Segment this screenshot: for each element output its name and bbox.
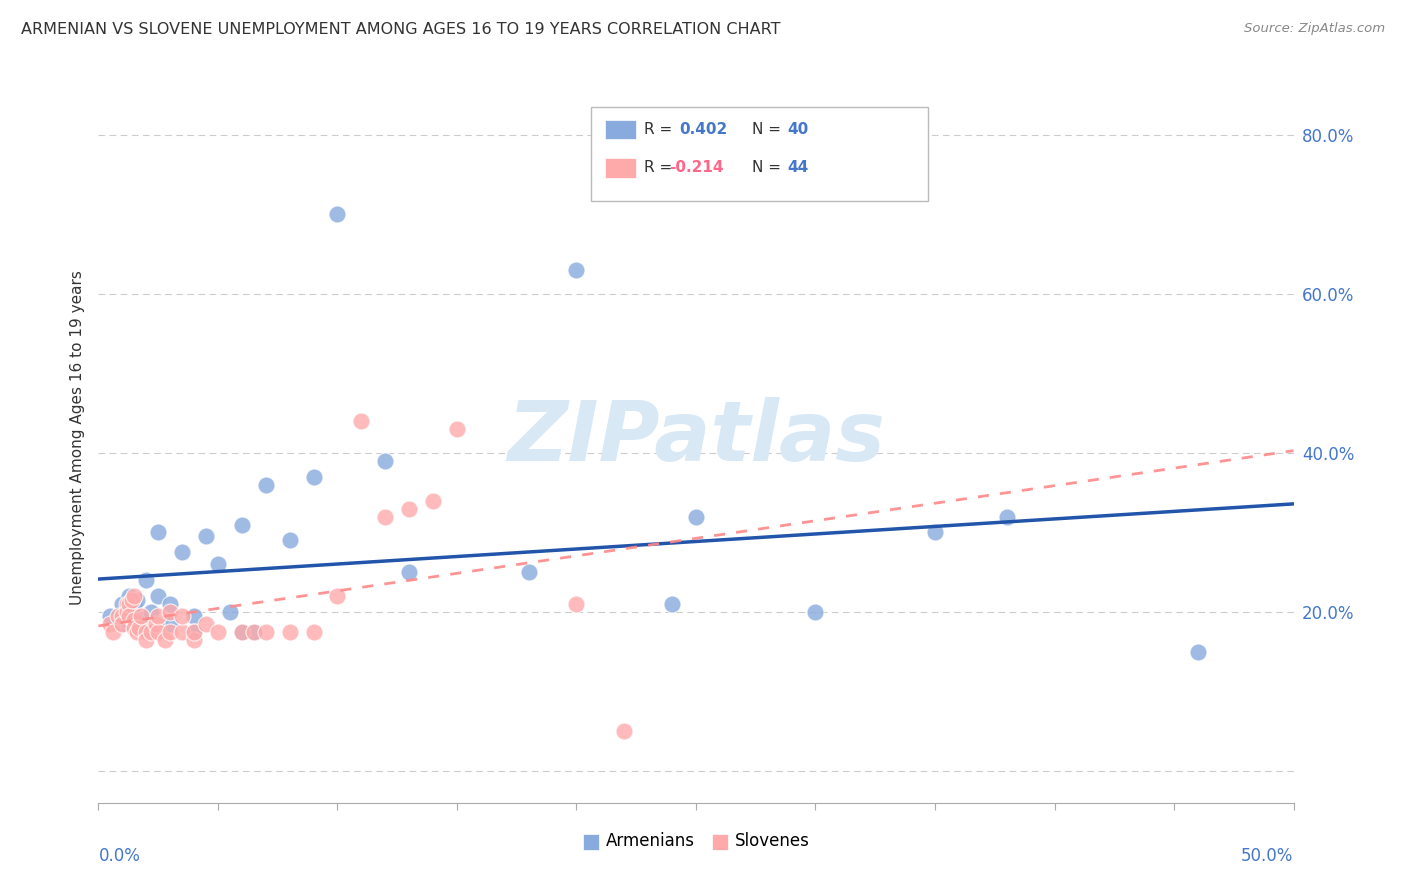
Point [661, 597, 683, 611]
Legend: Armenians, Slovenes: Armenians, Slovenes [575, 825, 817, 856]
Text: N =: N = [752, 161, 786, 175]
Point [131, 609, 153, 624]
Point [118, 597, 141, 611]
Point [131, 613, 153, 627]
Point [125, 593, 148, 607]
Point [398, 501, 420, 516]
Point [219, 605, 242, 619]
Point [231, 624, 253, 639]
Point [124, 589, 146, 603]
Point [159, 616, 181, 631]
Point [159, 597, 181, 611]
Point [135, 624, 157, 639]
Point [111, 609, 134, 624]
Point [278, 624, 301, 639]
Point [124, 621, 146, 635]
Point [302, 624, 325, 639]
Point [243, 624, 266, 639]
Point [118, 609, 141, 624]
Point [565, 597, 588, 611]
Point [128, 621, 150, 635]
Point [183, 624, 205, 639]
Point [135, 573, 157, 587]
Point [278, 533, 301, 548]
Point [172, 545, 194, 559]
Point [159, 624, 181, 639]
Point [172, 624, 194, 639]
Text: 0.402: 0.402 [679, 122, 727, 136]
Point [148, 589, 170, 603]
Point [422, 493, 444, 508]
Point [121, 593, 143, 607]
Point [98, 616, 122, 631]
Text: R =: R = [644, 161, 678, 175]
Point [685, 509, 707, 524]
Y-axis label: Unemployment Among Ages 16 to 19 years: Unemployment Among Ages 16 to 19 years [69, 269, 84, 605]
Point [254, 477, 277, 491]
Text: Source: ZipAtlas.com: Source: ZipAtlas.com [1244, 22, 1385, 36]
Point [145, 616, 167, 631]
Point [148, 624, 170, 639]
Point [111, 616, 134, 631]
Point [924, 525, 946, 540]
Point [195, 529, 218, 543]
Point [374, 454, 396, 468]
Text: ARMENIAN VS SLOVENE UNEMPLOYMENT AMONG AGES 16 TO 19 YEARS CORRELATION CHART: ARMENIAN VS SLOVENE UNEMPLOYMENT AMONG A… [21, 22, 780, 37]
Point [125, 624, 148, 639]
Point [148, 525, 170, 540]
Point [148, 609, 170, 624]
Point [374, 509, 396, 524]
Point [207, 624, 229, 639]
Point [124, 597, 146, 611]
Point [804, 605, 827, 619]
Point [139, 605, 162, 619]
Point [115, 605, 138, 619]
Point [135, 632, 157, 647]
Point [159, 605, 181, 619]
Text: R =: R = [644, 122, 678, 136]
Point [1187, 645, 1209, 659]
Point [183, 632, 205, 647]
Point [517, 566, 540, 580]
Point [243, 624, 266, 639]
Point [124, 613, 146, 627]
Point [101, 624, 124, 639]
Point [121, 605, 143, 619]
Point [326, 207, 349, 221]
Text: -0.214: -0.214 [669, 161, 724, 175]
Point [446, 422, 468, 436]
Text: 44: 44 [787, 161, 808, 175]
Point [183, 624, 205, 639]
Point [115, 613, 138, 627]
Point [111, 597, 134, 611]
Text: 0.0%: 0.0% [98, 847, 141, 864]
Point [107, 609, 129, 624]
Point [302, 470, 325, 484]
Point [183, 609, 205, 624]
Point [613, 724, 636, 739]
Point [115, 597, 138, 611]
Text: N =: N = [752, 122, 786, 136]
Point [124, 613, 146, 627]
Point [118, 589, 141, 603]
Point [231, 517, 253, 532]
Text: 40: 40 [787, 122, 808, 136]
Point [565, 263, 588, 277]
Point [254, 624, 277, 639]
Text: 50.0%: 50.0% [1241, 847, 1294, 864]
Point [231, 624, 253, 639]
Point [111, 616, 134, 631]
Point [350, 414, 373, 428]
Point [172, 609, 194, 624]
Point [98, 609, 122, 624]
Point [398, 566, 420, 580]
Point [118, 609, 141, 624]
Point [207, 558, 229, 572]
Point [326, 589, 349, 603]
Point [155, 632, 177, 647]
Point [139, 624, 162, 639]
Text: ZIPatlas: ZIPatlas [508, 397, 884, 477]
Point [195, 616, 218, 631]
Point [995, 509, 1018, 524]
